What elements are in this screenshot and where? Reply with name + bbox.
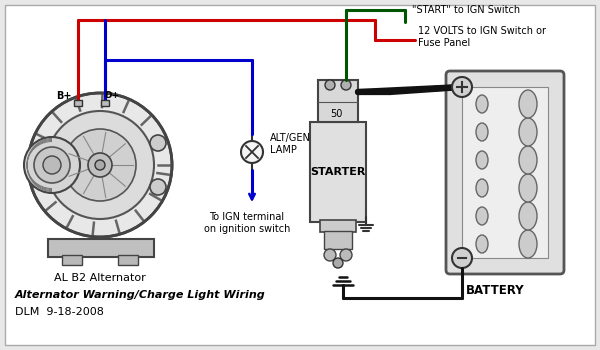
Circle shape — [324, 249, 336, 261]
Ellipse shape — [519, 202, 537, 230]
Text: B+: B+ — [56, 91, 71, 101]
Bar — [462, 87, 548, 258]
Ellipse shape — [476, 151, 488, 169]
Ellipse shape — [519, 118, 537, 146]
Bar — [118, 255, 138, 265]
Text: Alternator Warning/Charge Light Wiring: Alternator Warning/Charge Light Wiring — [15, 290, 266, 300]
Circle shape — [43, 156, 61, 174]
Circle shape — [452, 77, 472, 97]
Circle shape — [150, 135, 166, 151]
Ellipse shape — [476, 179, 488, 197]
Text: 50: 50 — [330, 109, 343, 119]
Ellipse shape — [476, 123, 488, 141]
Text: DLM  9-18-2008: DLM 9-18-2008 — [15, 307, 104, 317]
Bar — [318, 80, 358, 122]
Bar — [324, 231, 352, 249]
Circle shape — [452, 248, 472, 268]
Bar — [48, 239, 154, 257]
Circle shape — [340, 249, 352, 261]
Text: "START" to IGN Switch: "START" to IGN Switch — [412, 5, 520, 15]
Text: BATTERY: BATTERY — [466, 284, 524, 297]
Circle shape — [24, 137, 80, 193]
Bar — [310, 122, 366, 222]
Circle shape — [333, 258, 343, 268]
Text: STARTER: STARTER — [310, 167, 365, 177]
Bar — [320, 220, 356, 232]
Ellipse shape — [519, 146, 537, 174]
Text: ALT/GEN
LAMP: ALT/GEN LAMP — [270, 133, 311, 155]
Ellipse shape — [476, 235, 488, 253]
Ellipse shape — [519, 230, 537, 258]
Text: 12 VOLTS to IGN Switch or
Fuse Panel: 12 VOLTS to IGN Switch or Fuse Panel — [418, 26, 546, 48]
Ellipse shape — [519, 174, 537, 202]
Text: To IGN terminal
on ignition switch: To IGN terminal on ignition switch — [204, 212, 290, 233]
Ellipse shape — [476, 95, 488, 113]
Circle shape — [64, 129, 136, 201]
Bar — [101, 100, 109, 106]
Text: D+: D+ — [104, 91, 119, 100]
Text: AL B2 Alternator: AL B2 Alternator — [54, 273, 146, 283]
Bar — [62, 255, 82, 265]
Circle shape — [150, 179, 166, 195]
Circle shape — [241, 141, 263, 163]
Ellipse shape — [476, 207, 488, 225]
Circle shape — [28, 93, 172, 237]
Circle shape — [88, 153, 112, 177]
Circle shape — [325, 80, 335, 90]
Bar — [74, 100, 82, 106]
Circle shape — [46, 111, 154, 219]
Ellipse shape — [519, 90, 537, 118]
FancyBboxPatch shape — [446, 71, 564, 274]
Circle shape — [341, 80, 351, 90]
Circle shape — [95, 160, 105, 170]
Circle shape — [34, 147, 70, 183]
